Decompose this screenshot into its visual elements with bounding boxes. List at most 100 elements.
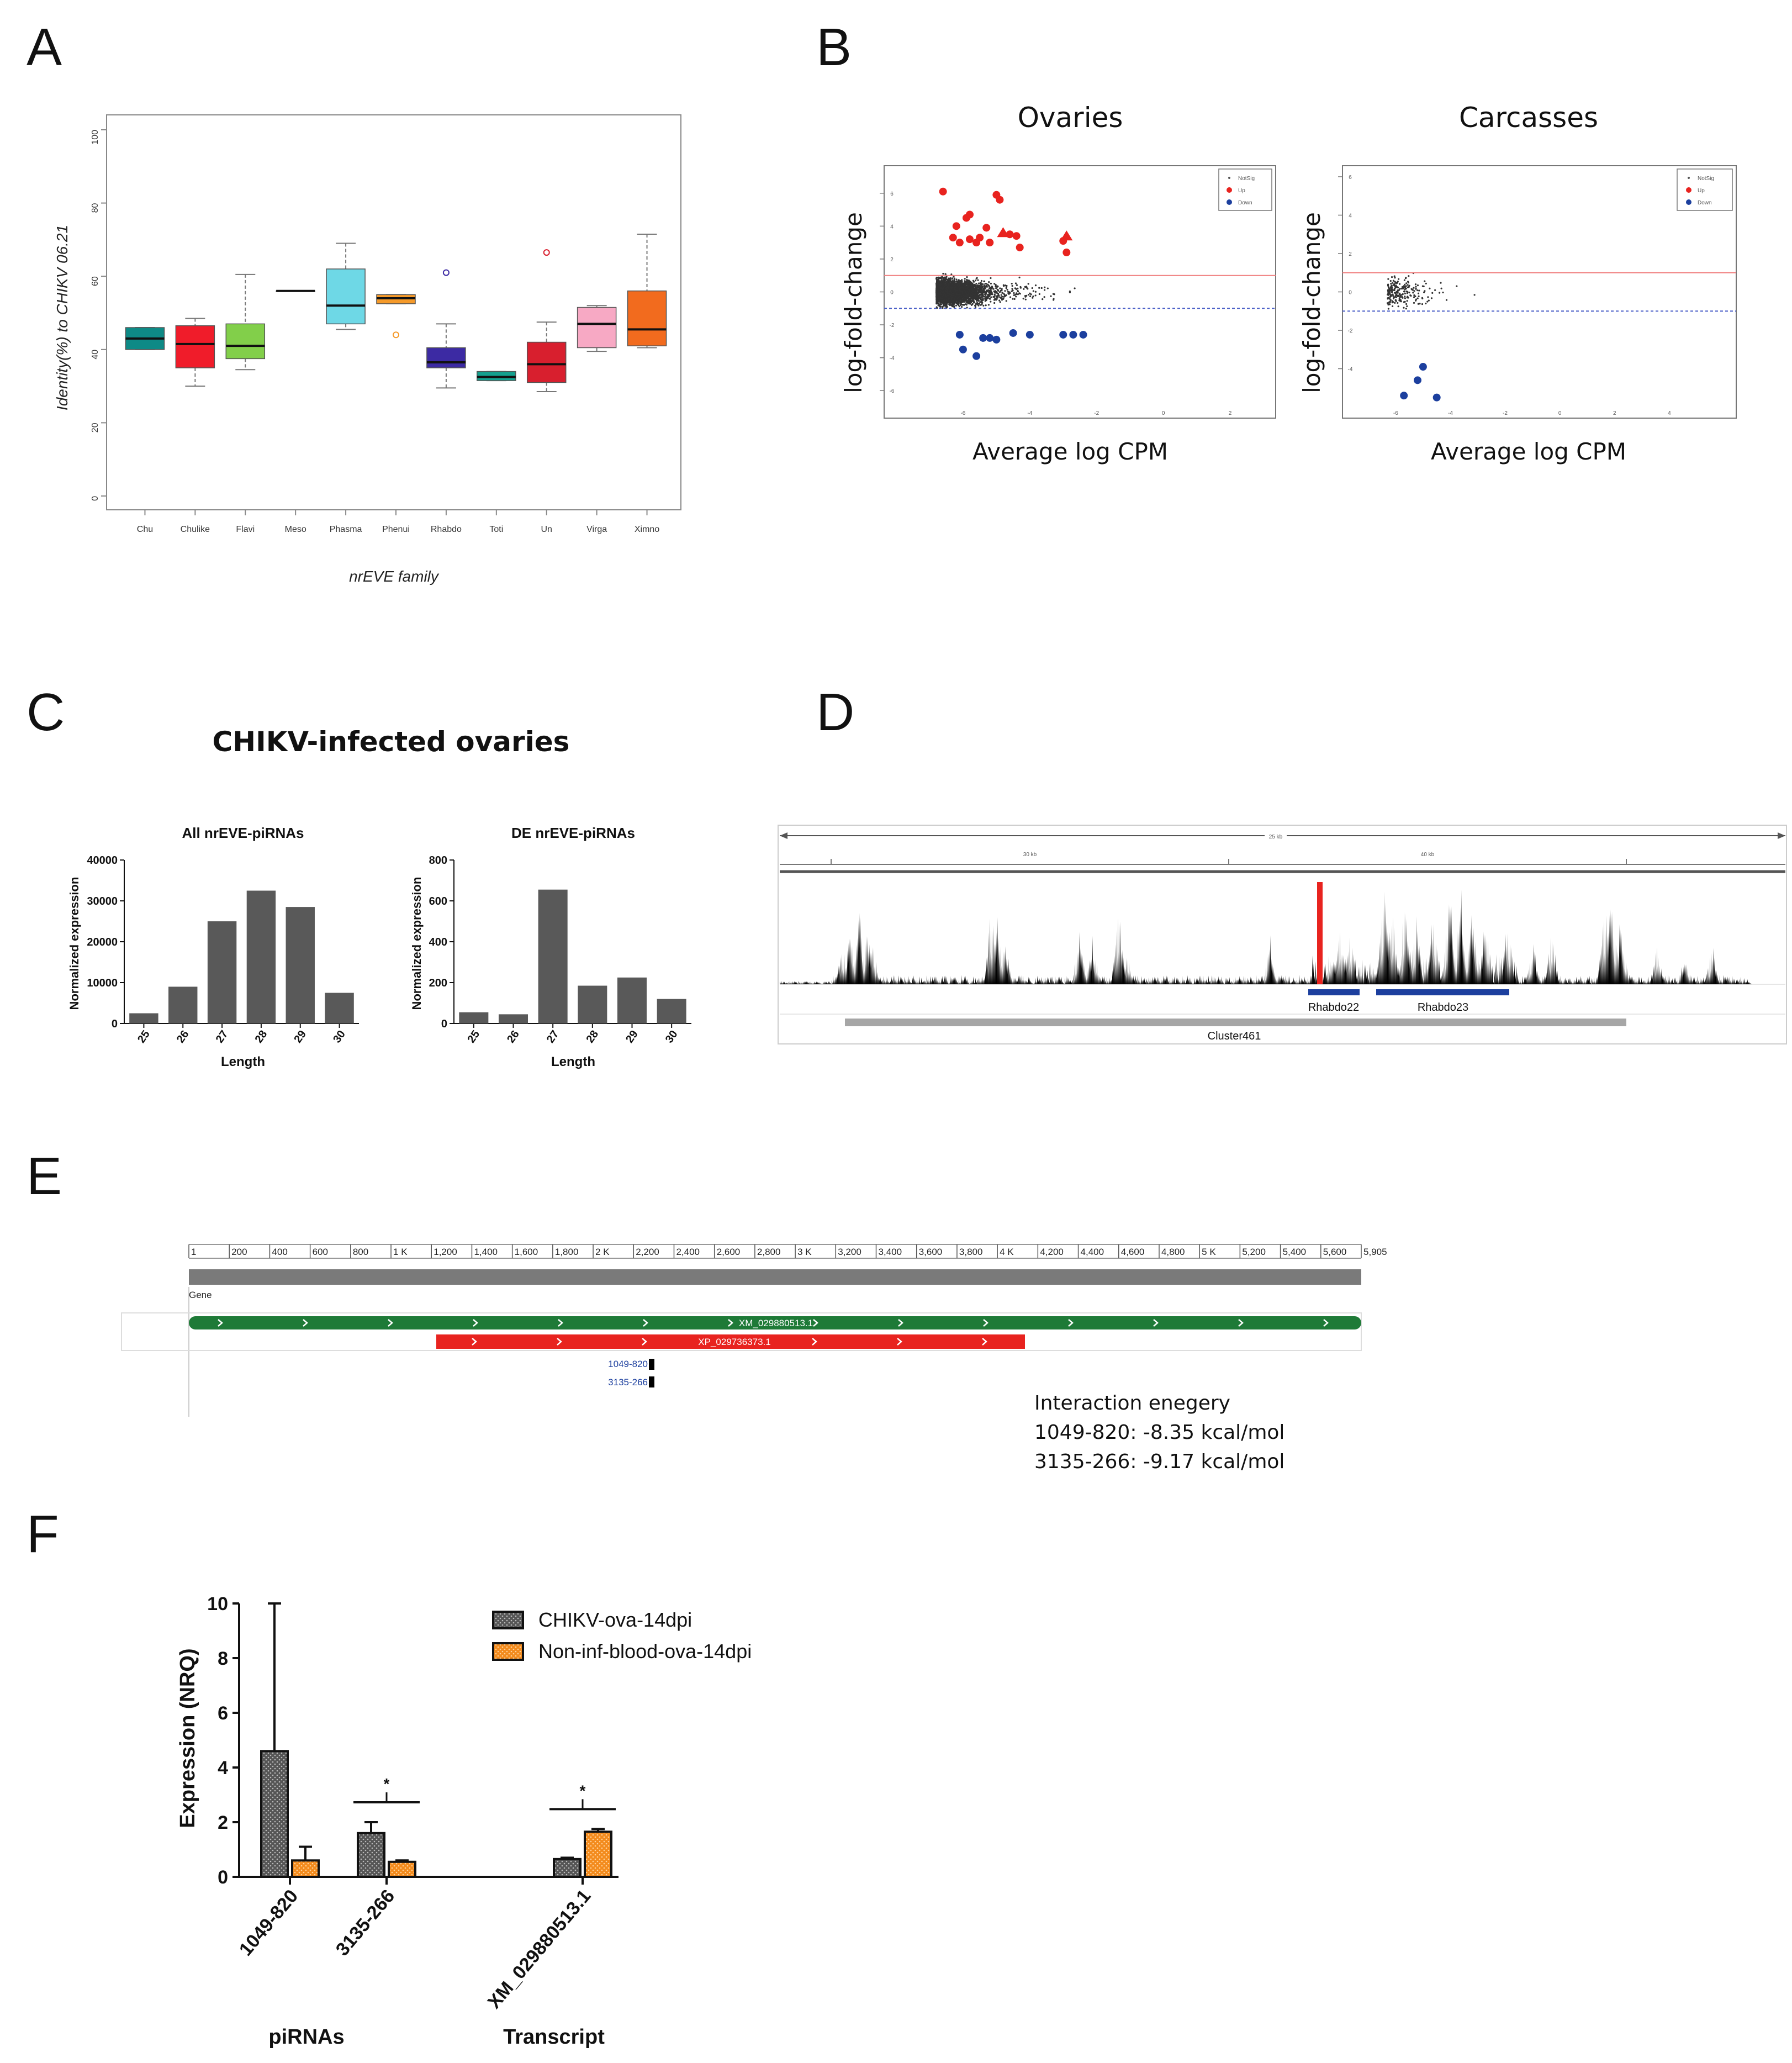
panel-label-b: B [816, 18, 852, 77]
notsig-point [1023, 288, 1025, 290]
panel-f-group-pirnas: piRNAs [268, 2025, 344, 2049]
panel-d-frame [778, 825, 1787, 1044]
notsig-point [956, 284, 959, 286]
notsig-point [940, 280, 942, 282]
notsig-point [955, 304, 957, 307]
notsig-point [964, 288, 966, 290]
x-tick-label: Meso [285, 525, 306, 534]
notsig-point [993, 283, 996, 285]
panel-e-interaction-1: 1049-820: -8.35 kcal/mol [1034, 1421, 1284, 1444]
panel-e-gene-label: Gene [189, 1290, 212, 1300]
panel-a-y-axis: 0 20 40 60 80 100 [91, 129, 107, 501]
notsig-point [986, 294, 988, 296]
notsig-point [1000, 297, 1002, 299]
x-tick-label: Virga [586, 525, 607, 534]
notsig-point [937, 298, 939, 300]
notsig-point [949, 296, 951, 298]
notsig-point [968, 289, 970, 291]
notsig-point [1032, 297, 1034, 299]
y-tick-label: 6 [218, 1703, 228, 1724]
panel-b-ovaries-y-label: log-fold-change [840, 212, 867, 393]
down-point [1400, 392, 1408, 400]
notsig-point [944, 276, 946, 278]
notsig-point [1414, 283, 1417, 286]
panel-e-pirna1-label: 1049-820 [608, 1359, 648, 1369]
notsig-point [957, 296, 959, 298]
x-tick-label: 4 [1668, 410, 1671, 416]
panel-b-carcasses-ticks: -6 -4 -2 0 2 4 -4 -2 0 2 4 6 [1338, 175, 1671, 416]
panel-c-left-chart: 0 10000 20000 30000 40000 25 26 27 28 29 30 [87, 854, 359, 1045]
notsig-point [955, 292, 958, 294]
notsig-point [1074, 287, 1076, 289]
notsig-point [976, 277, 978, 279]
notsig-point [1403, 291, 1406, 293]
notsig-point [1405, 277, 1407, 279]
y-tick-label: 0 [91, 496, 100, 501]
notsig-point [1388, 293, 1391, 295]
x-tick-label: -2 [1094, 410, 1099, 416]
notsig-point [985, 299, 987, 302]
bar [388, 1860, 416, 1878]
notsig-point [1043, 289, 1046, 291]
strand-arrow [812, 1338, 817, 1346]
notsig-point [1032, 290, 1034, 292]
x-tick-label: Phenui [382, 525, 410, 534]
notsig-point [1394, 302, 1396, 304]
notsig-point [960, 282, 963, 285]
notsig-point [962, 288, 964, 290]
ruler-tick-label: 1 [191, 1247, 196, 1257]
notsig-point [977, 299, 980, 302]
x-tick-label: 25 [135, 1028, 152, 1046]
notsig-point [999, 287, 1001, 289]
notsig-point [990, 300, 992, 303]
legend-label-up: Up [1238, 188, 1245, 194]
notsig-point [949, 282, 951, 284]
panel-e-pirna1-mark [649, 1359, 654, 1370]
notsig-point [1419, 303, 1421, 305]
notsig-point [1393, 296, 1395, 298]
notsig-point [1425, 282, 1427, 284]
ruler-tick-label: 2,400 [676, 1247, 700, 1257]
notsig-point [945, 284, 947, 286]
notsig-point [975, 302, 977, 304]
panel-e: 1 200 400 600 800 1 K 1,200 1,400 1,600 1,800 2 K 2… [121, 1244, 1387, 1473]
y-tick-label: 10 [207, 1594, 228, 1614]
notsig-point [939, 289, 942, 292]
notsig-point [1421, 285, 1424, 287]
notsig-point [984, 298, 986, 300]
box [225, 323, 266, 360]
notsig-point [978, 282, 980, 284]
notsig-point [984, 295, 986, 297]
notsig-point [954, 291, 956, 293]
strand-arrow [642, 1338, 647, 1346]
panel-e-protein-arrows [472, 1338, 987, 1346]
y-tick-label: 30000 [87, 895, 118, 907]
panel-e-interaction-2: 3135-266: -9.17 kcal/mol [1034, 1450, 1284, 1473]
notsig-point [980, 279, 983, 282]
x-tick-label: 2 [1229, 410, 1232, 416]
panel-label-c: C [27, 683, 65, 742]
notsig-point [997, 292, 1000, 295]
notsig-point [958, 300, 960, 302]
notsig-point [945, 298, 947, 300]
notsig-point [1403, 279, 1405, 281]
panel-label-e: E [27, 1147, 62, 1206]
notsig-point [963, 282, 965, 284]
y-tick-label: 0 [112, 1018, 118, 1030]
notsig-point [994, 290, 996, 292]
notsig-point [1410, 288, 1413, 290]
notsig-point [978, 303, 981, 305]
notsig-point [1423, 291, 1425, 293]
down-point [979, 334, 987, 342]
y-tick-label: 40000 [87, 854, 118, 867]
notsig-point [1387, 308, 1389, 310]
notsig-point [1386, 302, 1389, 304]
down-point [1025, 330, 1034, 339]
panel-b-ovaries-ticks: -6 -4 -2 0 2 -6 -4 -2 0 2 4 6 [880, 191, 1232, 416]
bar [357, 1832, 385, 1879]
panel-d-rhabdo22-feature [1308, 989, 1360, 995]
ruler-tick-label: 5 K [1202, 1247, 1216, 1257]
notsig-point [951, 286, 953, 288]
notsig-point [944, 278, 946, 280]
notsig-point [947, 297, 949, 299]
